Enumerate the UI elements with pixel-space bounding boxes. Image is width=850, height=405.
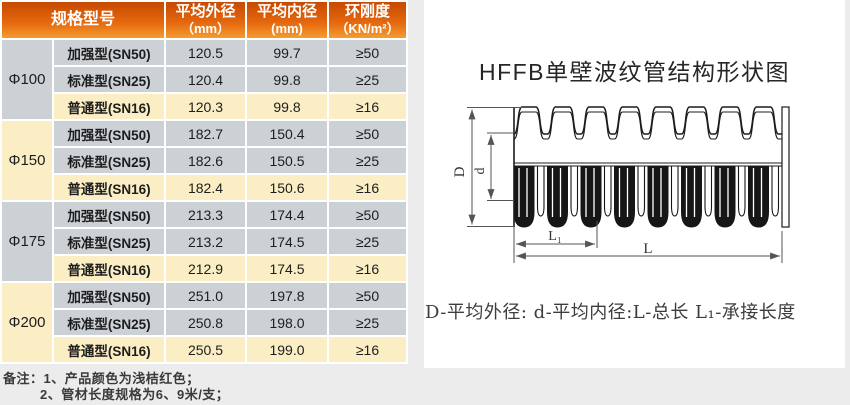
spec-type-cell: 普通型(SN16) [54,337,164,362]
inner-diameter-cell: 150.5 [247,148,327,173]
ring-stiffness-cell: ≥50 [329,121,406,146]
table-row: 标准型(SN25) 250.8 198.0 ≥25 [2,310,406,335]
dim-label-L: L [643,241,652,257]
col-header-spec: 规格型号 [2,2,164,38]
inner-diameter-cell: 150.6 [247,175,327,200]
ring-stiffness-cell: ≥25 [329,229,406,254]
ring-stiffness-cell: ≥50 [329,202,406,227]
inner-diameter-cell: 99.8 [247,94,327,119]
table-row: 普通型(SN16) 182.4 150.6 ≥16 [2,175,406,200]
corrugated-pipe-diagram: D d L₁ L [452,106,790,263]
spec-size-cell: Φ100 [2,40,52,119]
remarks: 备注：1、产品颜色为浅桔红色； 2、管材长度规格为6、9米/支； [3,371,229,403]
spec-size-cell: Φ175 [2,202,52,281]
spec-type-cell: 标准型(SN25) [54,67,164,92]
outer-diameter-cell: 213.2 [166,229,245,254]
ring-stiffness-cell: ≥16 [329,94,406,119]
col-header-outer-diameter: 平均外径 （mm） [166,2,245,38]
dimension-lines [467,107,783,263]
inner-diameter-cell: 150.4 [247,121,327,146]
spec-type-cell: 普通型(SN16) [54,94,164,119]
outer-diameter-cell: 120.4 [166,67,245,92]
ring-stiffness-cell: ≥50 [329,283,406,308]
dim-label-D: D [452,166,468,177]
col-header-inner-diameter: 平均内径 (mm) [247,2,327,38]
outer-diameter-cell: 182.6 [166,148,245,173]
spec-type-cell: 加强型(SN50) [54,121,164,146]
spec-table: 规格型号 平均外径 （mm） 平均内径 (mm) 环刚度 （KN/m²） Φ10… [0,0,408,364]
inner-diameter-cell: 198.0 [247,310,327,335]
spec-type-cell: 加强型(SN50) [54,40,164,65]
spec-type-cell: 普通型(SN16) [54,175,164,200]
spec-type-cell: 普通型(SN16) [54,256,164,281]
inner-diameter-cell: 199.0 [247,337,327,362]
inner-diameter-cell: 174.4 [247,202,327,227]
inner-diameter-cell: 174.5 [247,256,327,281]
outer-diameter-cell: 250.5 [166,337,245,362]
remarks-line-1: 备注：1、产品颜色为浅桔红色； [3,371,200,386]
pipe-rib-band [513,165,780,228]
spec-type-cell: 标准型(SN25) [54,229,164,254]
table-row: Φ150 加强型(SN50) 182.7 150.4 ≥50 [2,121,406,200]
table-row: 标准型(SN25) 182.6 150.5 ≥25 [2,148,406,173]
table-row: 普通型(SN16) 250.5 199.0 ≥16 [2,337,406,362]
table-row: 标准型(SN25) 213.2 174.5 ≥25 [2,229,406,254]
ring-stiffness-cell: ≥50 [329,40,406,65]
col-header-ring-stiffness: 环刚度 （KN/m²） [329,2,406,38]
table-row: 普通型(SN16) 120.3 99.8 ≥16 [2,94,406,119]
table-row: Φ175 加强型(SN50) 213.3 174.4 ≥50 [2,202,406,281]
spec-size-cell: Φ150 [2,121,52,200]
spec-type-cell: 加强型(SN50) [54,202,164,227]
pipe-end-cap [781,106,790,228]
ring-stiffness-cell: ≥16 [329,337,406,362]
outer-diameter-cell: 250.8 [166,310,245,335]
table-row: Φ200 加强型(SN50) 251.0 197.8 ≥50 [2,283,406,362]
table-row: 标准型(SN25) 120.4 99.8 ≥25 [2,67,406,92]
outer-diameter-cell: 212.9 [166,256,245,281]
pipe-wave-profile [513,106,782,227]
outer-diameter-cell: 182.7 [166,121,245,146]
ring-stiffness-cell: ≥16 [329,256,406,281]
dim-label-L1: L₁ [548,229,561,244]
diagram-panel: HFFB单壁波纹管结构形状图 [424,0,845,368]
diagram-caption: D-平均外径: d-平均内径:L-总长 L₁-承接长度 [425,302,796,323]
spec-table-container: 规格型号 平均外径 （mm） 平均内径 (mm) 环刚度 （KN/m²） Φ10… [0,0,408,364]
outer-diameter-cell: 120.3 [166,94,245,119]
ring-stiffness-cell: ≥25 [329,310,406,335]
spec-type-cell: 标准型(SN25) [54,148,164,173]
inner-diameter-cell: 197.8 [247,283,327,308]
outer-diameter-cell: 213.3 [166,202,245,227]
remarks-label: 备注： [3,371,44,386]
spec-type-cell: 加强型(SN50) [54,283,164,308]
ring-stiffness-cell: ≥25 [329,67,406,92]
inner-diameter-cell: 99.8 [247,67,327,92]
outer-diameter-cell: 182.4 [166,175,245,200]
table-row: 普通型(SN16) 212.9 174.5 ≥16 [2,256,406,281]
diagram-title: HFFB单壁波纹管结构形状图 [478,59,791,85]
spec-size-cell: Φ200 [2,283,52,362]
dim-label-d: d [473,168,488,175]
spec-type-cell: 标准型(SN25) [54,310,164,335]
outer-diameter-cell: 251.0 [166,283,245,308]
ring-stiffness-cell: ≥16 [329,175,406,200]
inner-diameter-cell: 174.5 [247,229,327,254]
inner-diameter-cell: 99.7 [247,40,327,65]
ring-stiffness-cell: ≥25 [329,148,406,173]
outer-diameter-cell: 120.5 [166,40,245,65]
table-header-row: 规格型号 平均外径 （mm） 平均内径 (mm) 环刚度 （KN/m²） [2,2,406,38]
remarks-line-2: 2、管材长度规格为6、9米/支； [40,387,230,402]
table-row: Φ100 加强型(SN50) 120.5 99.7 ≥50 [2,40,406,119]
